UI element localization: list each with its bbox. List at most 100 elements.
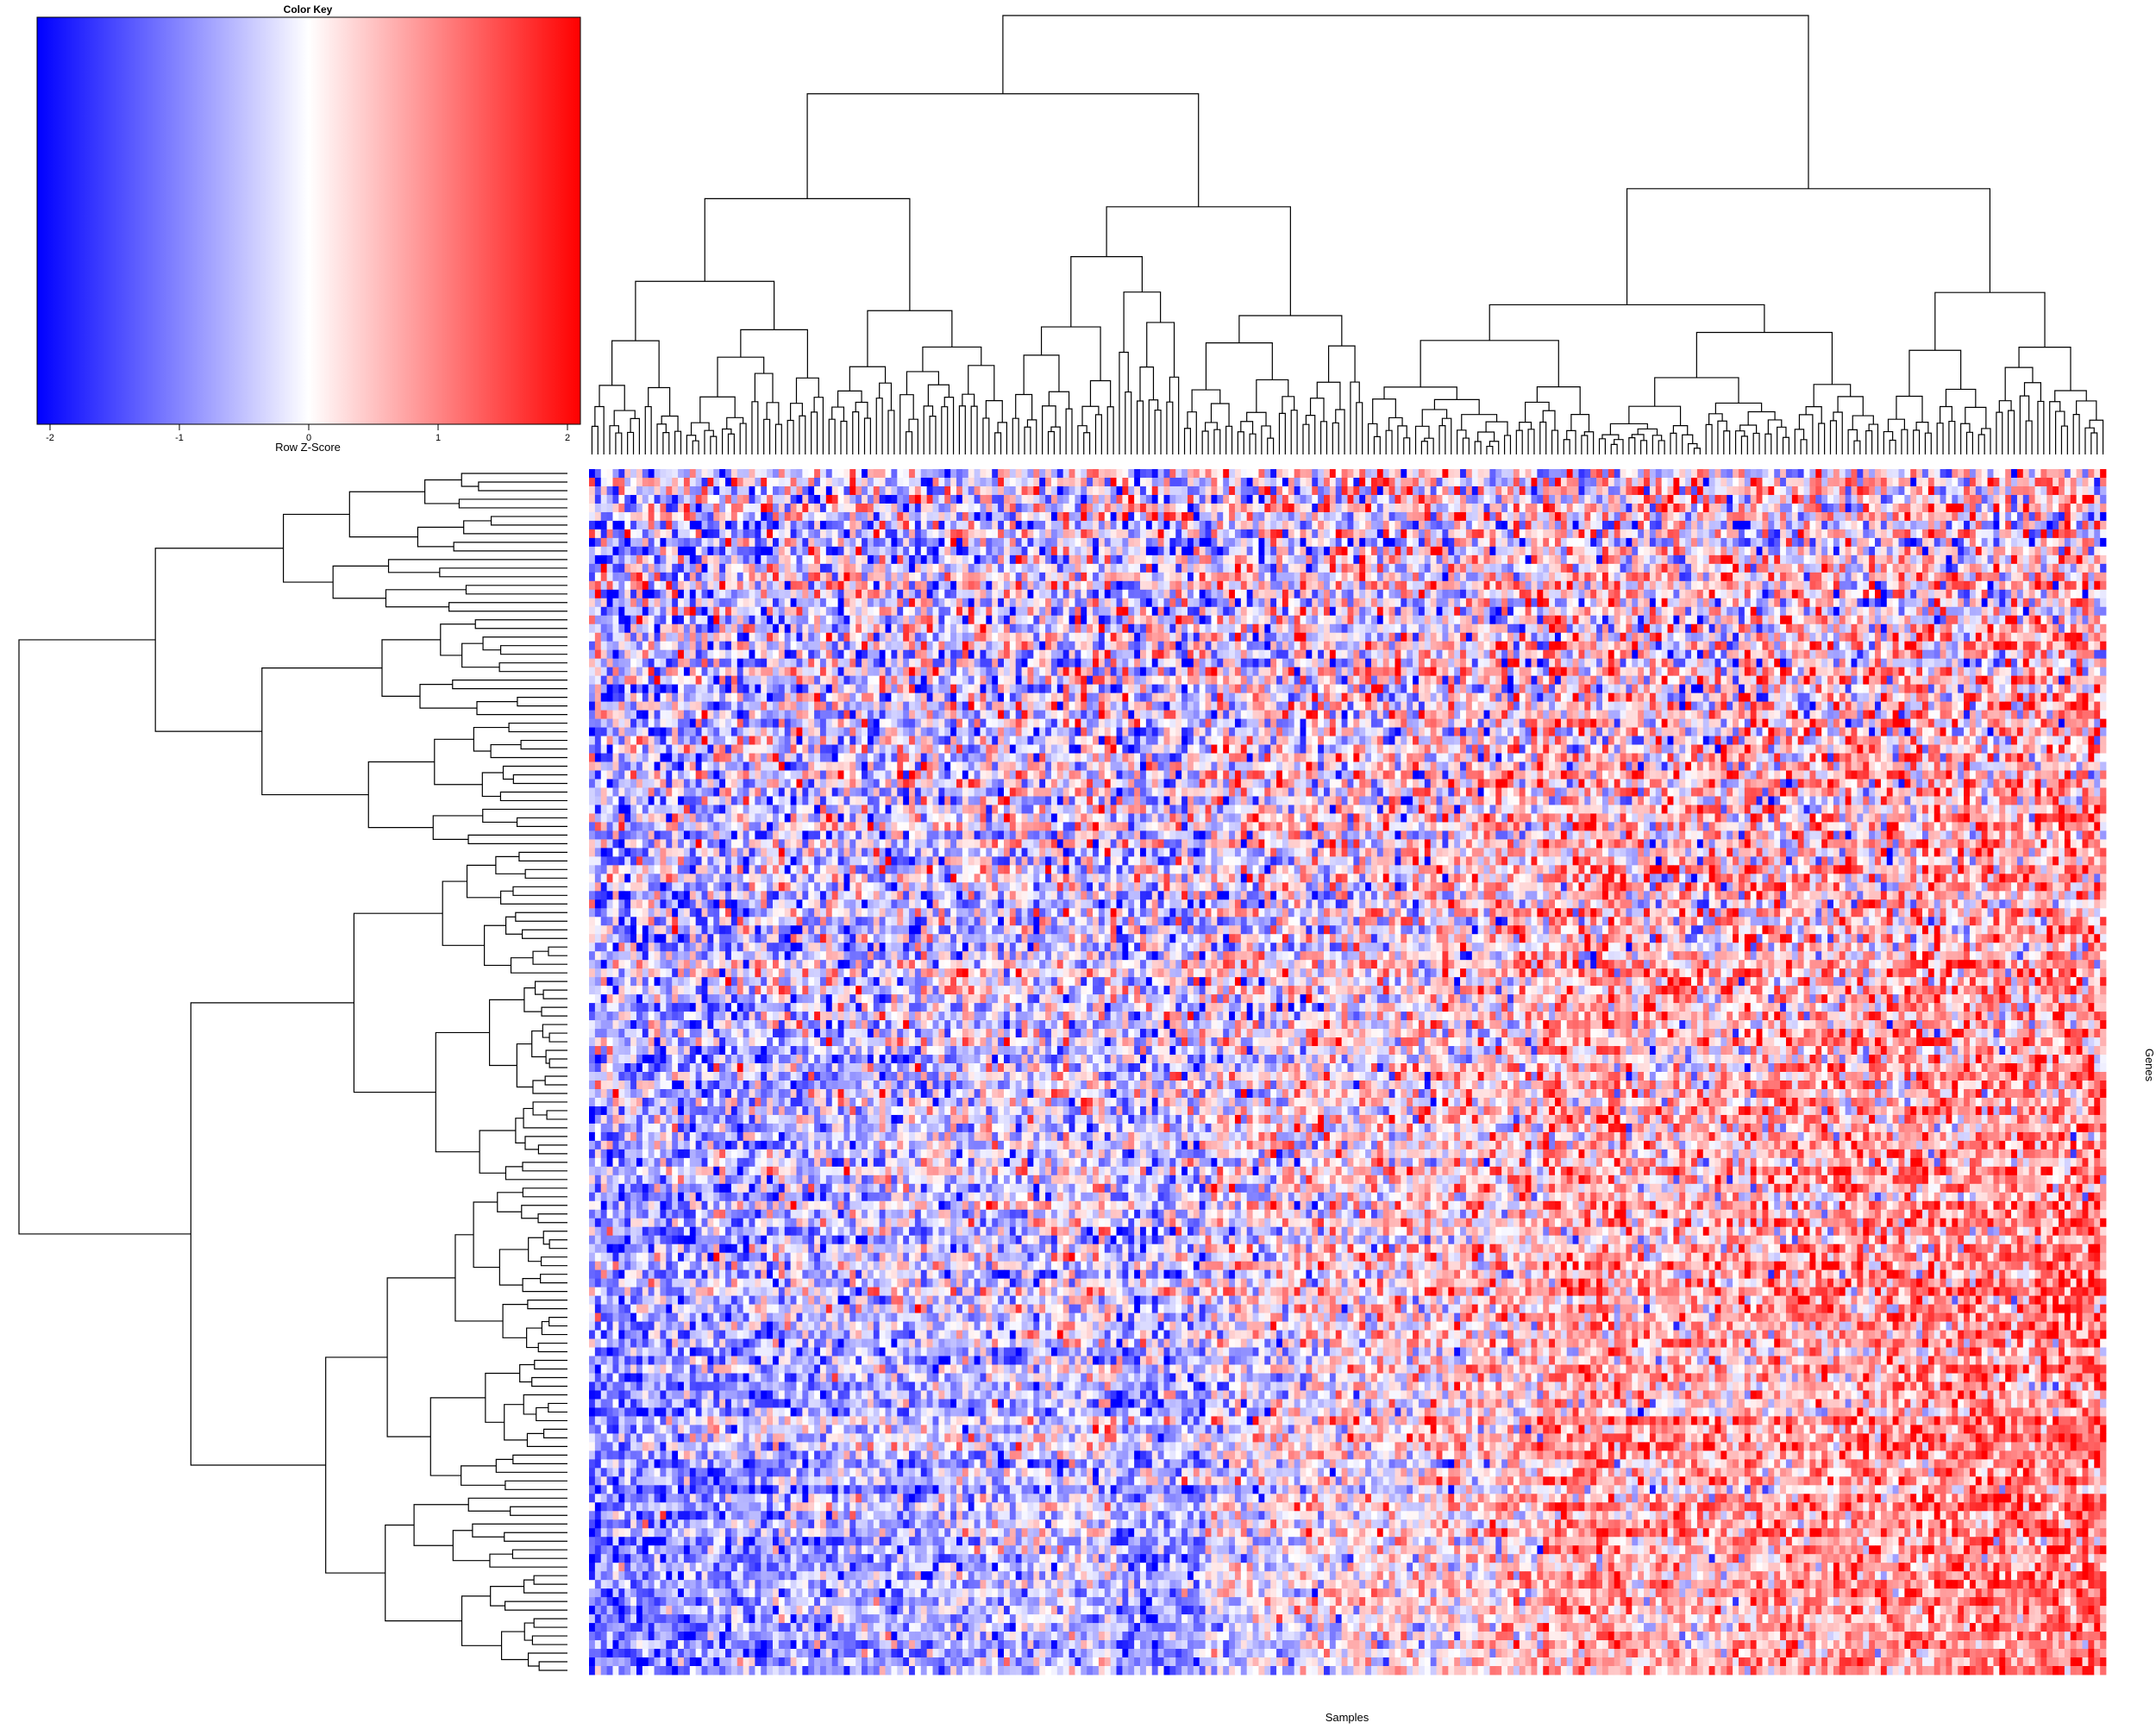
heatmap-cell — [607, 581, 613, 590]
heatmap-cell — [1821, 529, 1827, 538]
heatmap-cell — [1063, 469, 1069, 478]
heatmap-cell — [1181, 529, 1188, 538]
row-dendrogram-branch — [491, 745, 567, 758]
heatmap-cell — [1720, 547, 1727, 555]
heatmap-cell — [1679, 598, 1685, 607]
heatmap-cell — [915, 547, 921, 555]
heatmap-cell — [607, 564, 613, 573]
heatmap-cell — [1353, 486, 1359, 495]
column-dendrogram-branch — [612, 341, 660, 387]
column-dendrogram-branch — [906, 432, 912, 454]
heatmap-cell — [1751, 581, 1757, 590]
heatmap-cell — [886, 573, 892, 581]
row-dendrogram-branch — [535, 1361, 567, 1369]
heatmap-cell — [1673, 469, 1679, 478]
heatmap-cell — [1656, 521, 1662, 529]
heatmap-cell — [601, 590, 607, 598]
heatmap-cell — [1324, 529, 1330, 538]
heatmap-cell — [1448, 512, 1454, 521]
heatmap-cell — [779, 538, 785, 547]
heatmap-cell — [962, 598, 968, 607]
heatmap-cell — [1211, 547, 1217, 555]
heatmap-cell — [1899, 512, 1905, 521]
heatmap-cell — [1051, 547, 1057, 555]
column-dendrogram-branch — [1369, 423, 1377, 454]
heatmap-cell — [1294, 616, 1300, 624]
heatmap-cell — [1211, 538, 1217, 547]
heatmap-cell — [1910, 512, 1916, 521]
heatmap-cell — [1881, 607, 1887, 616]
heatmap-cell — [1454, 555, 1460, 564]
heatmap-cell — [1300, 590, 1307, 598]
heatmap-cell — [1194, 504, 1200, 512]
heatmap-cell — [649, 590, 655, 598]
heatmap-cell — [1306, 547, 1312, 555]
heatmap-cell — [1039, 538, 1045, 547]
heatmap-cell — [1709, 495, 1715, 504]
heatmap-cell — [1051, 555, 1057, 564]
heatmap-cell — [1039, 616, 1045, 624]
column-dendrogram-branch — [959, 406, 965, 454]
heatmap-cell — [1976, 607, 1982, 616]
heatmap-cell — [1839, 616, 1846, 624]
heatmap-cell — [655, 590, 661, 598]
heatmap-cell — [1371, 538, 1377, 547]
heatmap-cell — [802, 598, 808, 607]
heatmap-cell — [1241, 469, 1247, 478]
heatmap-cell — [1608, 590, 1614, 598]
heatmap-cell — [796, 590, 802, 598]
heatmap-cell — [1200, 529, 1206, 538]
heatmap-cell — [1988, 504, 1994, 512]
heatmap-cell — [968, 495, 975, 504]
heatmap-cell — [1324, 495, 1330, 504]
heatmap-cell — [1324, 590, 1330, 598]
heatmap-cell — [1223, 512, 1229, 521]
heatmap-cell — [1419, 512, 1425, 521]
heatmap-cell — [1673, 581, 1679, 590]
heatmap-cell — [1561, 529, 1567, 538]
heatmap-cell — [1857, 573, 1863, 581]
heatmap-cell — [1300, 573, 1307, 581]
heatmap-cell — [874, 590, 880, 598]
heatmap-cell — [1075, 529, 1081, 538]
heatmap-cell — [1733, 521, 1739, 529]
heatmap-cell — [874, 547, 880, 555]
heatmap-cell — [986, 512, 992, 521]
heatmap-cell — [1780, 512, 1786, 521]
heatmap-cell — [1431, 607, 1437, 616]
heatmap-cell — [968, 547, 975, 555]
heatmap-cell — [684, 504, 690, 512]
heatmap-cell — [2088, 495, 2094, 504]
heatmap-cell — [1650, 590, 1656, 598]
heatmap-cell — [1632, 547, 1638, 555]
heatmap-cell — [1377, 607, 1383, 616]
column-dendrogram-branch — [1777, 427, 1786, 454]
heatmap-cell — [1757, 512, 1763, 521]
heatmap-cell — [950, 616, 956, 624]
heatmap-cell — [849, 538, 856, 547]
heatmap-cell — [743, 521, 749, 529]
heatmap-cell — [950, 512, 956, 521]
heatmap-cell — [1982, 495, 1988, 504]
heatmap-cell — [1342, 564, 1348, 573]
heatmap-cell — [737, 469, 743, 478]
heatmap-cell — [862, 555, 868, 564]
heatmap-cell — [1431, 529, 1437, 538]
heatmap-cell — [927, 555, 933, 564]
heatmap-cell — [1739, 555, 1745, 564]
heatmap-cell — [1815, 598, 1821, 607]
heatmap-cell — [1833, 478, 1839, 486]
heatmap-cell — [589, 616, 595, 624]
heatmap-cell — [601, 555, 607, 564]
heatmap-cell — [1768, 495, 1774, 504]
heatmap-cell — [1846, 529, 1852, 538]
heatmap-cell — [696, 512, 702, 521]
heatmap-cell — [1584, 616, 1590, 624]
column-dendrogram-branch — [1838, 397, 1863, 416]
heatmap-cell — [843, 598, 849, 607]
heatmap-cell — [1644, 564, 1650, 573]
heatmap-cell — [1543, 486, 1549, 495]
heatmap-cell — [880, 555, 886, 564]
heatmap-cell — [2059, 486, 2065, 495]
heatmap-cell — [1567, 590, 1573, 598]
